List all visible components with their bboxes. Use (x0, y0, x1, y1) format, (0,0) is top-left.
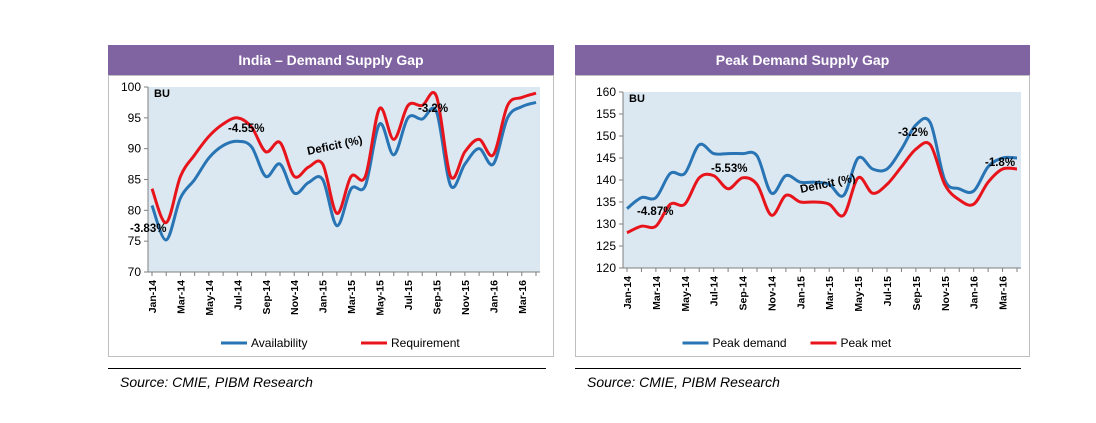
x-tick-label: Jan-14 (622, 276, 634, 309)
y-tick-label: 125 (596, 239, 616, 253)
y-tick-label: 135 (596, 195, 616, 209)
legend-label: Requirement (391, 336, 460, 350)
chart-1-source-rule (108, 368, 546, 369)
x-tick-label: Jan-16 (488, 280, 500, 313)
y-tick-label: 70 (128, 265, 142, 279)
x-tick-label: Mar-15 (824, 276, 836, 310)
chart-2-area: 120 125 130 135 140 145 150 155 160 BU Jan-14 Mar-1… (575, 75, 1030, 357)
legend-label: Peak demand (713, 336, 787, 350)
x-tick-label: Mar-14 (651, 276, 663, 310)
y-tick-label: 145 (596, 151, 616, 165)
x-tick-label: Mar-16 (517, 280, 529, 314)
annotation-label: -3.2% (898, 127, 928, 139)
x-tick-label: Nov-14 (766, 276, 778, 311)
x-tick-label: Nov-15 (940, 276, 952, 311)
x-tick-label: May-15 (375, 280, 387, 316)
legend-label: Availability (251, 336, 307, 350)
annotation-label: -3.2% (418, 103, 448, 115)
y-tick-label: 160 (596, 85, 616, 99)
y-axis-label: BU (154, 88, 170, 100)
legend-label: Peak met (841, 336, 892, 350)
y-tick-label: 100 (121, 80, 141, 94)
x-tick-label: Sep-14 (261, 280, 273, 315)
plot-background (148, 87, 540, 272)
x-tick-label: Nov-15 (460, 280, 472, 315)
y-tick-label: 140 (596, 173, 616, 187)
chart-1-area: 70 75 80 85 90 95 100 BU Jan-14 Mar-14 May-14 Jul-1… (108, 75, 554, 357)
chart-1-title: India – Demand Supply Gap (108, 45, 554, 75)
annotation-label: -3.83% (130, 223, 166, 235)
chart-1-svg: 70 75 80 85 90 95 100 BU Jan-14 Mar-14 May-14 Jul-1… (108, 75, 554, 357)
x-tick-label: Jul-14 (709, 276, 721, 307)
x-tick-label: Sep-14 (738, 276, 750, 311)
series-line-availability (150, 100, 537, 242)
x-tick-label: Mar-16 (998, 276, 1010, 310)
y-axis-label: BU (629, 93, 645, 105)
x-tick-label: Jan-15 (795, 276, 807, 309)
chart-2-source-rule (575, 368, 1021, 369)
y-tick-label: 95 (128, 111, 142, 125)
annotation-label: -4.87% (637, 206, 673, 218)
chart-1-source: Source: CMIE, PIBM Research (120, 374, 313, 390)
x-tick-label: Jul-14 (232, 280, 244, 311)
x-tick-label: Sep-15 (431, 280, 443, 315)
india-demand-supply-panel: India – Demand Supply Gap 70 75 80 85 90 95 10… (108, 45, 554, 357)
annotation-label: -1.8% (985, 157, 1015, 169)
chart-2-svg: 120 125 130 135 140 145 150 155 160 BU Jan-14 Mar-1… (575, 75, 1030, 357)
y-tick-label: 150 (596, 129, 616, 143)
x-tick-label: Jan-16 (969, 276, 981, 309)
x-tick-label: Mar-15 (346, 280, 358, 314)
series-line-peak-met (626, 141, 1018, 235)
x-tick-label: Jan-15 (318, 280, 330, 313)
chart-2-title: Peak Demand Supply Gap (575, 45, 1030, 75)
x-tick-label: Jul-15 (403, 280, 415, 311)
y-tick-label: 75 (128, 234, 142, 248)
x-tick-label: Nov-14 (289, 280, 301, 315)
x-tick-label: May-15 (853, 276, 865, 312)
plot-background (623, 92, 1021, 268)
annotation-label: -5.53% (711, 163, 747, 175)
series-line-requirement (150, 90, 537, 225)
x-tick-label: Mar-14 (175, 280, 187, 314)
x-tick-label: Jan-14 (147, 280, 159, 313)
y-tick-label: 90 (128, 142, 142, 156)
series-line-peak-demand (626, 116, 1018, 210)
x-tick-label: May-14 (204, 280, 216, 316)
x-tick-label: Jul-15 (882, 276, 894, 307)
y-tick-label: 85 (128, 173, 142, 187)
x-tick-label: May-14 (680, 276, 692, 312)
y-tick-label: 120 (596, 261, 616, 275)
y-tick-label: 155 (596, 107, 616, 121)
annotation-label: -4.55% (228, 123, 264, 135)
x-tick-label: Sep-15 (911, 276, 923, 311)
y-tick-label: 80 (128, 203, 142, 217)
chart-2-source: Source: CMIE, PIBM Research (587, 374, 780, 390)
peak-demand-supply-panel: Peak Demand Supply Gap 120 125 130 135 140 14… (575, 45, 1030, 357)
y-tick-label: 130 (596, 217, 616, 231)
